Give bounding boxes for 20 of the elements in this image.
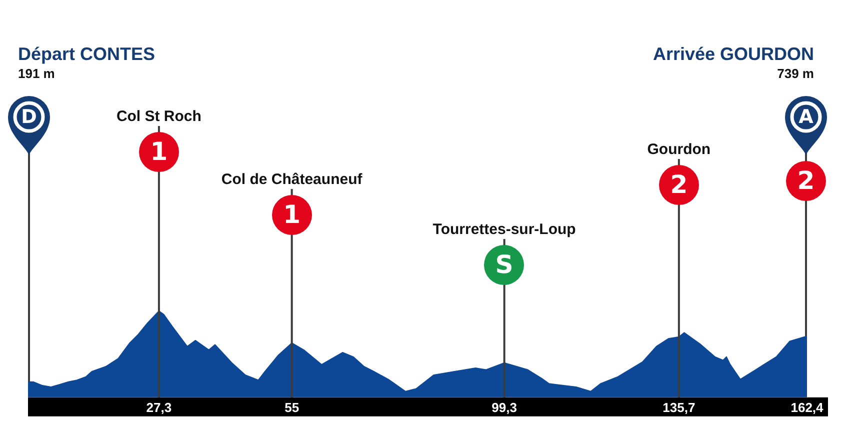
- ref-line-label: Gourdon: [647, 141, 711, 159]
- x-tick-label: 55: [284, 400, 300, 415]
- text: Départ CONTES: [18, 44, 156, 64]
- ref-line-label: Col St Roch: [116, 108, 202, 126]
- text: A: [792, 103, 820, 131]
- x-tick-label: 162,4: [790, 400, 824, 415]
- x-tick-label: 99,3: [492, 400, 517, 415]
- text: 1: [282, 200, 302, 230]
- x-tick-label: 27,3: [146, 400, 172, 415]
- ref-line-label: Tourrettes-sur-Loup: [432, 221, 576, 239]
- text: D: [15, 103, 43, 131]
- text: Arrivée GOURDON: [652, 44, 814, 64]
- text: 2: [669, 170, 689, 200]
- text: 191 m: [18, 66, 55, 81]
- text: 2: [796, 166, 816, 196]
- text: S: [494, 250, 514, 280]
- x-tick-label: 135,7: [662, 400, 696, 415]
- text: 739 m: [777, 66, 814, 81]
- text: 1: [149, 137, 169, 167]
- ref-line-label: Col de Châteauneuf: [221, 171, 362, 189]
